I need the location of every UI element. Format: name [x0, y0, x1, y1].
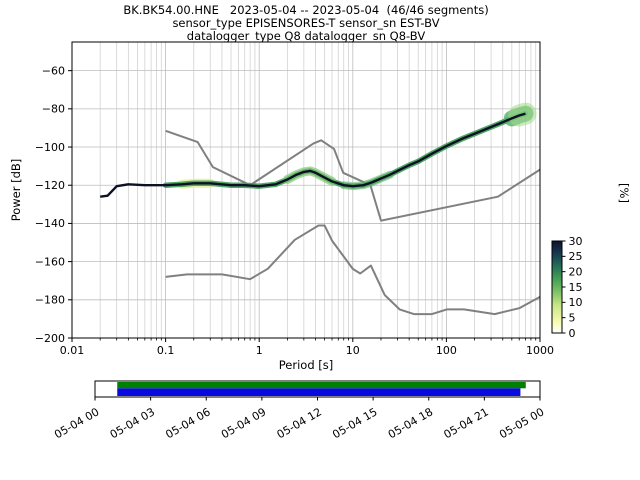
timeline-tick-label: 05-04 06: [163, 405, 212, 441]
colorbar-tick-label: 25: [569, 250, 583, 263]
figure-title-line3: datalogger_type Q8 datalogger_sn Q8-BV: [186, 29, 426, 43]
y-tick-label: −180: [35, 294, 65, 307]
x-tick-label: 100: [436, 344, 457, 357]
timeline-tick-label: 05-04 15: [330, 405, 379, 441]
axes-box: [71, 41, 541, 339]
colorbar-tick-label: 15: [569, 281, 583, 294]
colorbar-tick-label: 10: [569, 296, 583, 309]
psd-spread-band: [162, 110, 529, 189]
NLNM-low-noise-model: [165, 224, 541, 316]
y-tick-label: −160: [35, 255, 65, 268]
y-tick-label: −80: [42, 103, 65, 116]
timeline-tick-label: 05-04 00: [52, 405, 101, 441]
x-tick-label: 1000: [526, 344, 554, 357]
timeline-used-segments-bar: [117, 382, 526, 389]
right-axis-label-percent: [%]: [617, 183, 631, 203]
timeline-tick-label: 05-04 12: [275, 405, 324, 441]
y-tick-label: −200: [35, 332, 65, 345]
colorbar-tick-label: 5: [569, 311, 576, 324]
colorbar-tick-label: 0: [569, 327, 576, 340]
grid: [71, 42, 541, 339]
colorbar-tick-label: 30: [569, 235, 583, 248]
psd-mode-line: [100, 112, 526, 198]
timeline-data-coverage-bar: [117, 388, 521, 396]
y-tick-label: −60: [42, 64, 65, 77]
colorbar-tick-label: 20: [569, 265, 583, 278]
timeline-tick-label: 05-04 09: [219, 405, 268, 441]
figure-title-line1: BK.BK54.00.HNE 2023-05-04 -- 2023-05-04 …: [123, 3, 489, 17]
timeline-tick-label: 05-05 00: [497, 405, 546, 441]
y-tick-label: −120: [35, 179, 65, 192]
y-tick-label: −140: [35, 217, 65, 230]
x-axis-label: Period [s]: [278, 358, 334, 372]
x-tick-label: 10: [346, 344, 360, 357]
x-tick-label: 0.01: [60, 344, 85, 357]
x-tick-label: 1: [256, 344, 263, 357]
y-axis-label: Power [dB]: [9, 158, 23, 222]
NHNM-high-noise-model: [165, 129, 541, 222]
x-tick-label: 0.1: [157, 344, 175, 357]
timeline-tick-label: 05-04 03: [108, 405, 157, 441]
timeline-tick-label: 05-04 18: [386, 405, 435, 441]
figure-title-line2: sensor_type EPISENSORES-T sensor_sn EST-…: [172, 16, 440, 30]
y-tick-label: −100: [35, 141, 65, 154]
colorbar: [551, 240, 563, 334]
timeline-tick-label: 05-04 21: [442, 405, 491, 441]
